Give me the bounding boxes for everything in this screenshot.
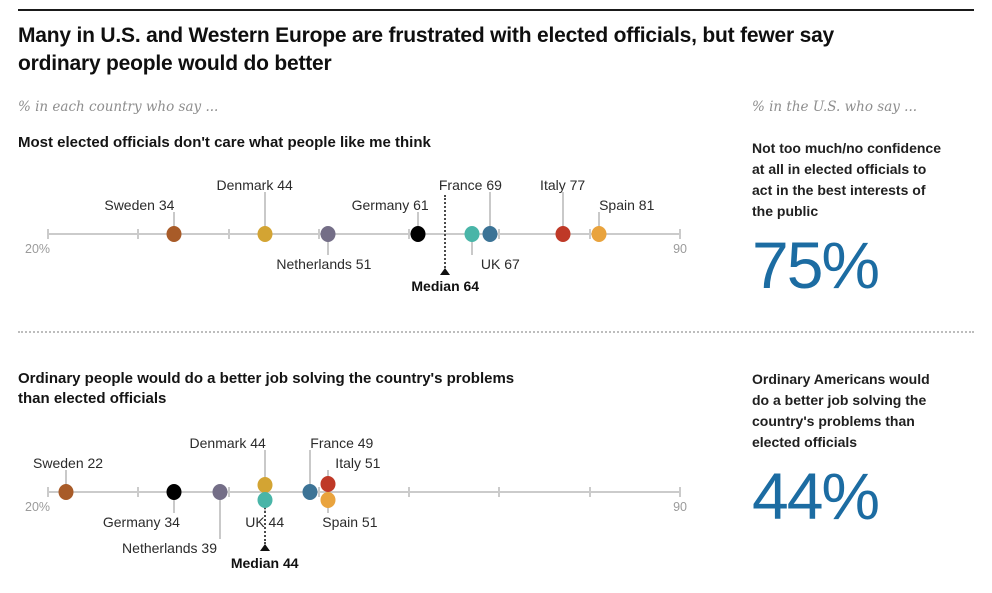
dot-netherlands [212, 484, 228, 500]
label-netherlands: Netherlands 51 [276, 256, 372, 272]
left-subtitle: % in each country who say ... [18, 99, 219, 115]
right-subtitle: % in the U.S. who say ... [752, 99, 918, 115]
label-italy: Italy 77 [540, 177, 586, 193]
axis-max-label: 90 [673, 242, 687, 256]
callout-big-number: 44% [752, 459, 880, 533]
stem-france [308, 450, 311, 485]
axis-tick [588, 229, 591, 239]
axis-tick [47, 229, 49, 239]
axis-min-label: 20% [25, 500, 51, 514]
axis-tick [47, 487, 49, 497]
label-uk: UK 44 [245, 514, 285, 530]
median-label: Median 64 [411, 278, 480, 294]
dot-denmark [257, 477, 273, 493]
label-netherlands: Netherlands 39 [122, 540, 218, 556]
callout-text: Ordinary Americans would do a better job… [752, 371, 930, 450]
axis-tick [137, 229, 140, 239]
median-triangle-icon [440, 268, 451, 275]
stem-spain [597, 212, 600, 227]
axis-tick [679, 229, 681, 239]
stem-france [489, 192, 492, 227]
chart2-heading: Ordinary people would do a better job so… [18, 370, 515, 407]
axis-tick [498, 487, 501, 497]
median-triangle-icon [259, 544, 270, 551]
stem-sweden [65, 470, 68, 485]
label-spain: Spain 51 [322, 514, 378, 530]
median-line [263, 500, 266, 544]
axis-tick [317, 487, 320, 497]
axis-tick [408, 229, 411, 239]
axis-area: 20% 90 Median 64 Sweden 34 Denmark 44 Netherl… [25, 150, 687, 325]
callout-big-number: 75% [752, 228, 880, 302]
x-axis-line [48, 233, 680, 235]
axis-tick [588, 487, 591, 497]
stem-denmark [263, 192, 266, 227]
dot-uk [464, 226, 480, 242]
dot-france [302, 484, 318, 500]
label-france: France 49 [310, 435, 374, 451]
stem-spain [326, 507, 329, 513]
page-title: Many in U.S. and Western Europe are frus… [18, 24, 835, 75]
dot-spain [320, 492, 336, 508]
axis-max-label: 90 [673, 500, 687, 514]
axis-tick [227, 229, 230, 239]
stem-denmark [263, 450, 266, 478]
stem-uk [471, 241, 474, 255]
axis-tick [227, 487, 230, 497]
x-axis-line [48, 491, 680, 493]
stem-italy [561, 192, 564, 227]
stem-italy [326, 470, 329, 477]
label-germany: Germany 34 [102, 514, 180, 530]
label-spain: Spain 81 [599, 197, 655, 213]
dot-italy [555, 226, 571, 242]
stem-germany [173, 499, 176, 513]
label-sweden: Sweden 34 [104, 197, 175, 213]
top-rule [18, 9, 974, 11]
dot-uk [257, 492, 273, 508]
label-germany: Germany 61 [351, 197, 429, 213]
axis-tick [498, 229, 501, 239]
label-sweden: Sweden 22 [33, 455, 104, 471]
label-italy: Italy 51 [335, 455, 381, 471]
axis-tick [137, 487, 140, 497]
median-label: Median 44 [230, 555, 299, 571]
median-line [444, 195, 447, 268]
stem-germany [417, 212, 420, 227]
axis-tick [408, 487, 411, 497]
callout-ordinary-americans: Ordinary Americans would do a better job… [752, 369, 948, 529]
dot-denmark [257, 226, 273, 242]
dot-spain [591, 226, 607, 242]
dot-germany [410, 226, 426, 242]
dot-germany [166, 484, 182, 500]
axis-min-label: 20% [25, 242, 51, 256]
label-denmark: Denmark 44 [216, 177, 293, 193]
label-france: France 69 [438, 177, 502, 193]
callout-elected-officials: Not too much/no confidence at all in ele… [752, 138, 948, 298]
axis-area: 20% 90 Median 44 Sweden 22 Germany 34 Netherl… [25, 416, 687, 593]
dot-netherlands [320, 226, 336, 242]
stem-sweden [173, 212, 176, 227]
dot-france [482, 226, 498, 242]
chart1-heading: Most elected officials don't care what p… [18, 134, 431, 151]
axis-tick [317, 229, 320, 239]
dot-sweden [58, 484, 74, 500]
chart2-plot: 20% 90 Median 44 Sweden 22 Germany 34 Netherl… [18, 416, 700, 593]
stem-netherlands [218, 499, 221, 539]
label-denmark: Denmark 44 [189, 435, 266, 451]
stem-netherlands [326, 241, 329, 255]
axis-tick [679, 487, 681, 497]
dot-italy [320, 476, 336, 492]
chart1-plot: 20% 90 Median 64 Sweden 34 Denmark 44 Netherl… [18, 150, 700, 325]
section-divider [18, 331, 974, 333]
label-uk: UK 67 [480, 256, 520, 272]
dot-sweden [166, 226, 182, 242]
callout-text: Not too much/no confidence at all in ele… [752, 140, 941, 219]
